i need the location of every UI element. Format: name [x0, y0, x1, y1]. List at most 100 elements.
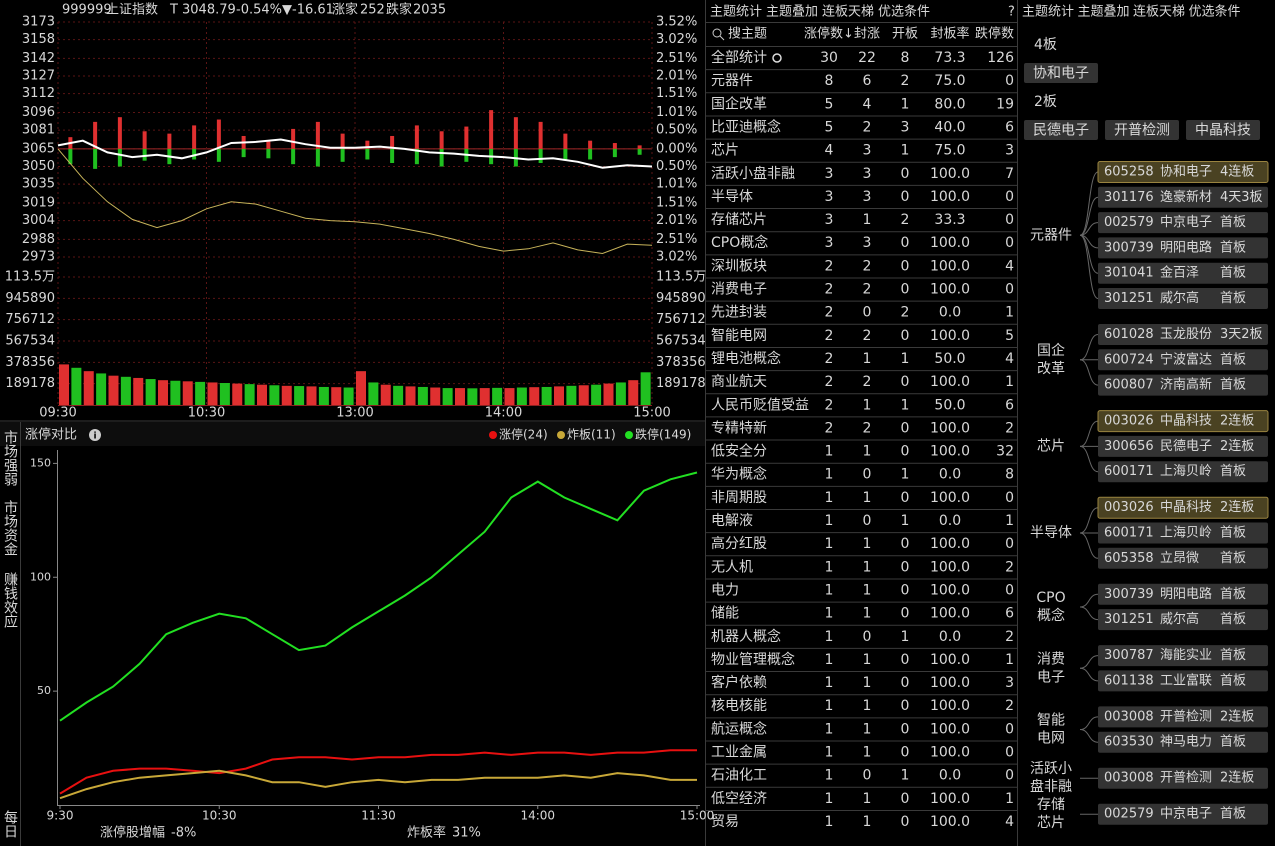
theme-name[interactable]: 低空经济	[711, 791, 767, 807]
theme-name[interactable]: 锂电池概念	[711, 350, 781, 367]
stock-item[interactable]	[1098, 706, 1268, 728]
volume-bar	[331, 387, 342, 405]
help[interactable]: ?	[1008, 5, 1015, 20]
tab[interactable]: 连板天梯	[1133, 4, 1185, 20]
stock-item[interactable]	[1098, 186, 1268, 208]
header-name: 上证指数	[106, 3, 158, 18]
theme-cell: 1	[901, 513, 910, 529]
stock-item[interactable]	[1098, 767, 1268, 789]
stock-item[interactable]	[1098, 583, 1268, 605]
stock-code: 002579	[1104, 807, 1154, 822]
theme-name[interactable]: 存储芯片	[711, 212, 767, 228]
tab[interactable]: 主题叠加	[766, 5, 818, 20]
theme-name[interactable]: 机器人概念	[711, 628, 781, 645]
theme-name[interactable]: 活跃小盘非融	[711, 165, 795, 182]
stock-item[interactable]	[1098, 288, 1268, 309]
sidebar-tab[interactable]: 每日	[2, 810, 18, 838]
column-header[interactable]: 开板	[892, 27, 918, 42]
theme-cell: 1	[901, 96, 910, 112]
theme-cell: 4	[825, 143, 834, 159]
theme-name[interactable]: 国企改革	[711, 95, 767, 112]
stock-button[interactable]	[1024, 63, 1098, 83]
theme-name[interactable]: 电力	[711, 582, 739, 598]
tab[interactable]: 优选条件	[878, 4, 930, 20]
column-header[interactable]: 跌停数	[975, 26, 1014, 42]
theme-name[interactable]: 人民币贬值受益	[711, 397, 809, 413]
theme-name[interactable]: 半导体	[711, 189, 753, 205]
theme-cell: 1	[863, 444, 872, 460]
stock-button[interactable]	[1105, 120, 1179, 140]
theme-name[interactable]: 深圳板块	[711, 258, 767, 274]
tab[interactable]: 连板天梯	[822, 4, 874, 20]
theme-name[interactable]: 消费电子	[711, 282, 767, 298]
info-icon[interactable]	[89, 429, 101, 441]
stock-item[interactable]	[1098, 324, 1268, 345]
theme-name[interactable]: 航运概念	[711, 720, 767, 737]
theme-name[interactable]: 比亚迪概念	[711, 118, 781, 135]
stock-item[interactable]	[1098, 212, 1268, 234]
search-icon[interactable]	[712, 28, 722, 38]
sidebar-tab[interactable]: 赚钱效应	[2, 572, 18, 628]
stock-item[interactable]	[1098, 609, 1268, 631]
theme-name[interactable]: 工业金属	[711, 745, 767, 761]
stock-item[interactable]	[1098, 731, 1268, 753]
stock-item[interactable]	[1098, 262, 1268, 284]
tab[interactable]: 优选条件	[1189, 4, 1241, 20]
stock-item[interactable]	[1098, 435, 1268, 457]
theme-name[interactable]: 非周期股	[711, 490, 767, 506]
theme-cell: 22	[858, 50, 876, 66]
sidebar-tab[interactable]: 市场资金	[2, 499, 18, 556]
theme-name[interactable]: 高分红股	[711, 535, 767, 552]
footer-value: -8%	[171, 826, 196, 841]
stock-button[interactable]	[1186, 120, 1260, 140]
theme-name[interactable]: 智能电网	[711, 328, 767, 344]
theme-name[interactable]: 先进封装	[711, 305, 767, 321]
legend-dot	[557, 431, 565, 439]
stock-item[interactable]	[1098, 349, 1268, 371]
theme-name[interactable]: 核电核能	[711, 698, 767, 714]
tab[interactable]: 主题叠加	[1078, 5, 1130, 20]
theme-name[interactable]: 元器件	[711, 73, 753, 89]
theme-cell: 100.0	[930, 189, 970, 205]
theme-name[interactable]: 专精特新	[711, 420, 767, 436]
theme-name[interactable]: 贸易	[711, 814, 739, 830]
theme-name[interactable]: 电解液	[711, 513, 753, 529]
stock-item[interactable]	[1098, 522, 1268, 544]
stock-item[interactable]	[1098, 547, 1268, 569]
column-header[interactable]: 封板率	[930, 26, 969, 42]
stock-item[interactable]	[1097, 161, 1269, 183]
search-box[interactable]: 搜主题	[728, 27, 767, 42]
tab[interactable]: 主题统计	[710, 5, 762, 20]
stock-item[interactable]	[1098, 374, 1268, 396]
stock-item[interactable]	[1098, 645, 1268, 667]
stock-tag: 2连板	[1220, 438, 1254, 454]
breadth-bar	[538, 148, 543, 163]
legend-dot	[489, 431, 497, 439]
stock-button[interactable]	[1024, 120, 1098, 140]
theme-name[interactable]: 物业管理概念	[711, 651, 795, 668]
theme-name[interactable]: 储能	[711, 606, 739, 622]
theme-name[interactable]: 石油化工	[711, 768, 767, 784]
stock-item[interactable]	[1098, 461, 1268, 483]
column-header[interactable]: 涨停数↓	[804, 26, 854, 42]
sidebar-tab[interactable]: 市场强弱	[2, 429, 18, 486]
theme-name[interactable]: 芯片	[711, 143, 739, 159]
theme-name[interactable]: 商业航天	[711, 374, 767, 390]
stock-item[interactable]	[1097, 410, 1269, 433]
stock-item[interactable]	[1098, 670, 1268, 692]
theme-cell: 1	[825, 791, 834, 807]
theme-name[interactable]: 客户依赖	[711, 674, 767, 691]
stock-item[interactable]	[1098, 803, 1268, 825]
stock-tag: 首板	[1220, 612, 1246, 627]
theme-name[interactable]: 低安全分	[711, 443, 767, 460]
column-header[interactable]: 封涨	[854, 27, 880, 42]
theme-name[interactable]: CPO概念	[711, 234, 768, 251]
theme-name[interactable]: 无人机	[711, 559, 753, 575]
theme-name[interactable]: 华为概念	[711, 466, 767, 483]
breadth-bar	[365, 140, 370, 149]
theme-cell: 100.0	[930, 652, 970, 668]
tab[interactable]: 主题统计	[1022, 5, 1074, 20]
theme-name[interactable]: 全部统计	[711, 49, 767, 66]
stock-item[interactable]	[1097, 496, 1269, 519]
stock-item[interactable]	[1098, 237, 1268, 259]
